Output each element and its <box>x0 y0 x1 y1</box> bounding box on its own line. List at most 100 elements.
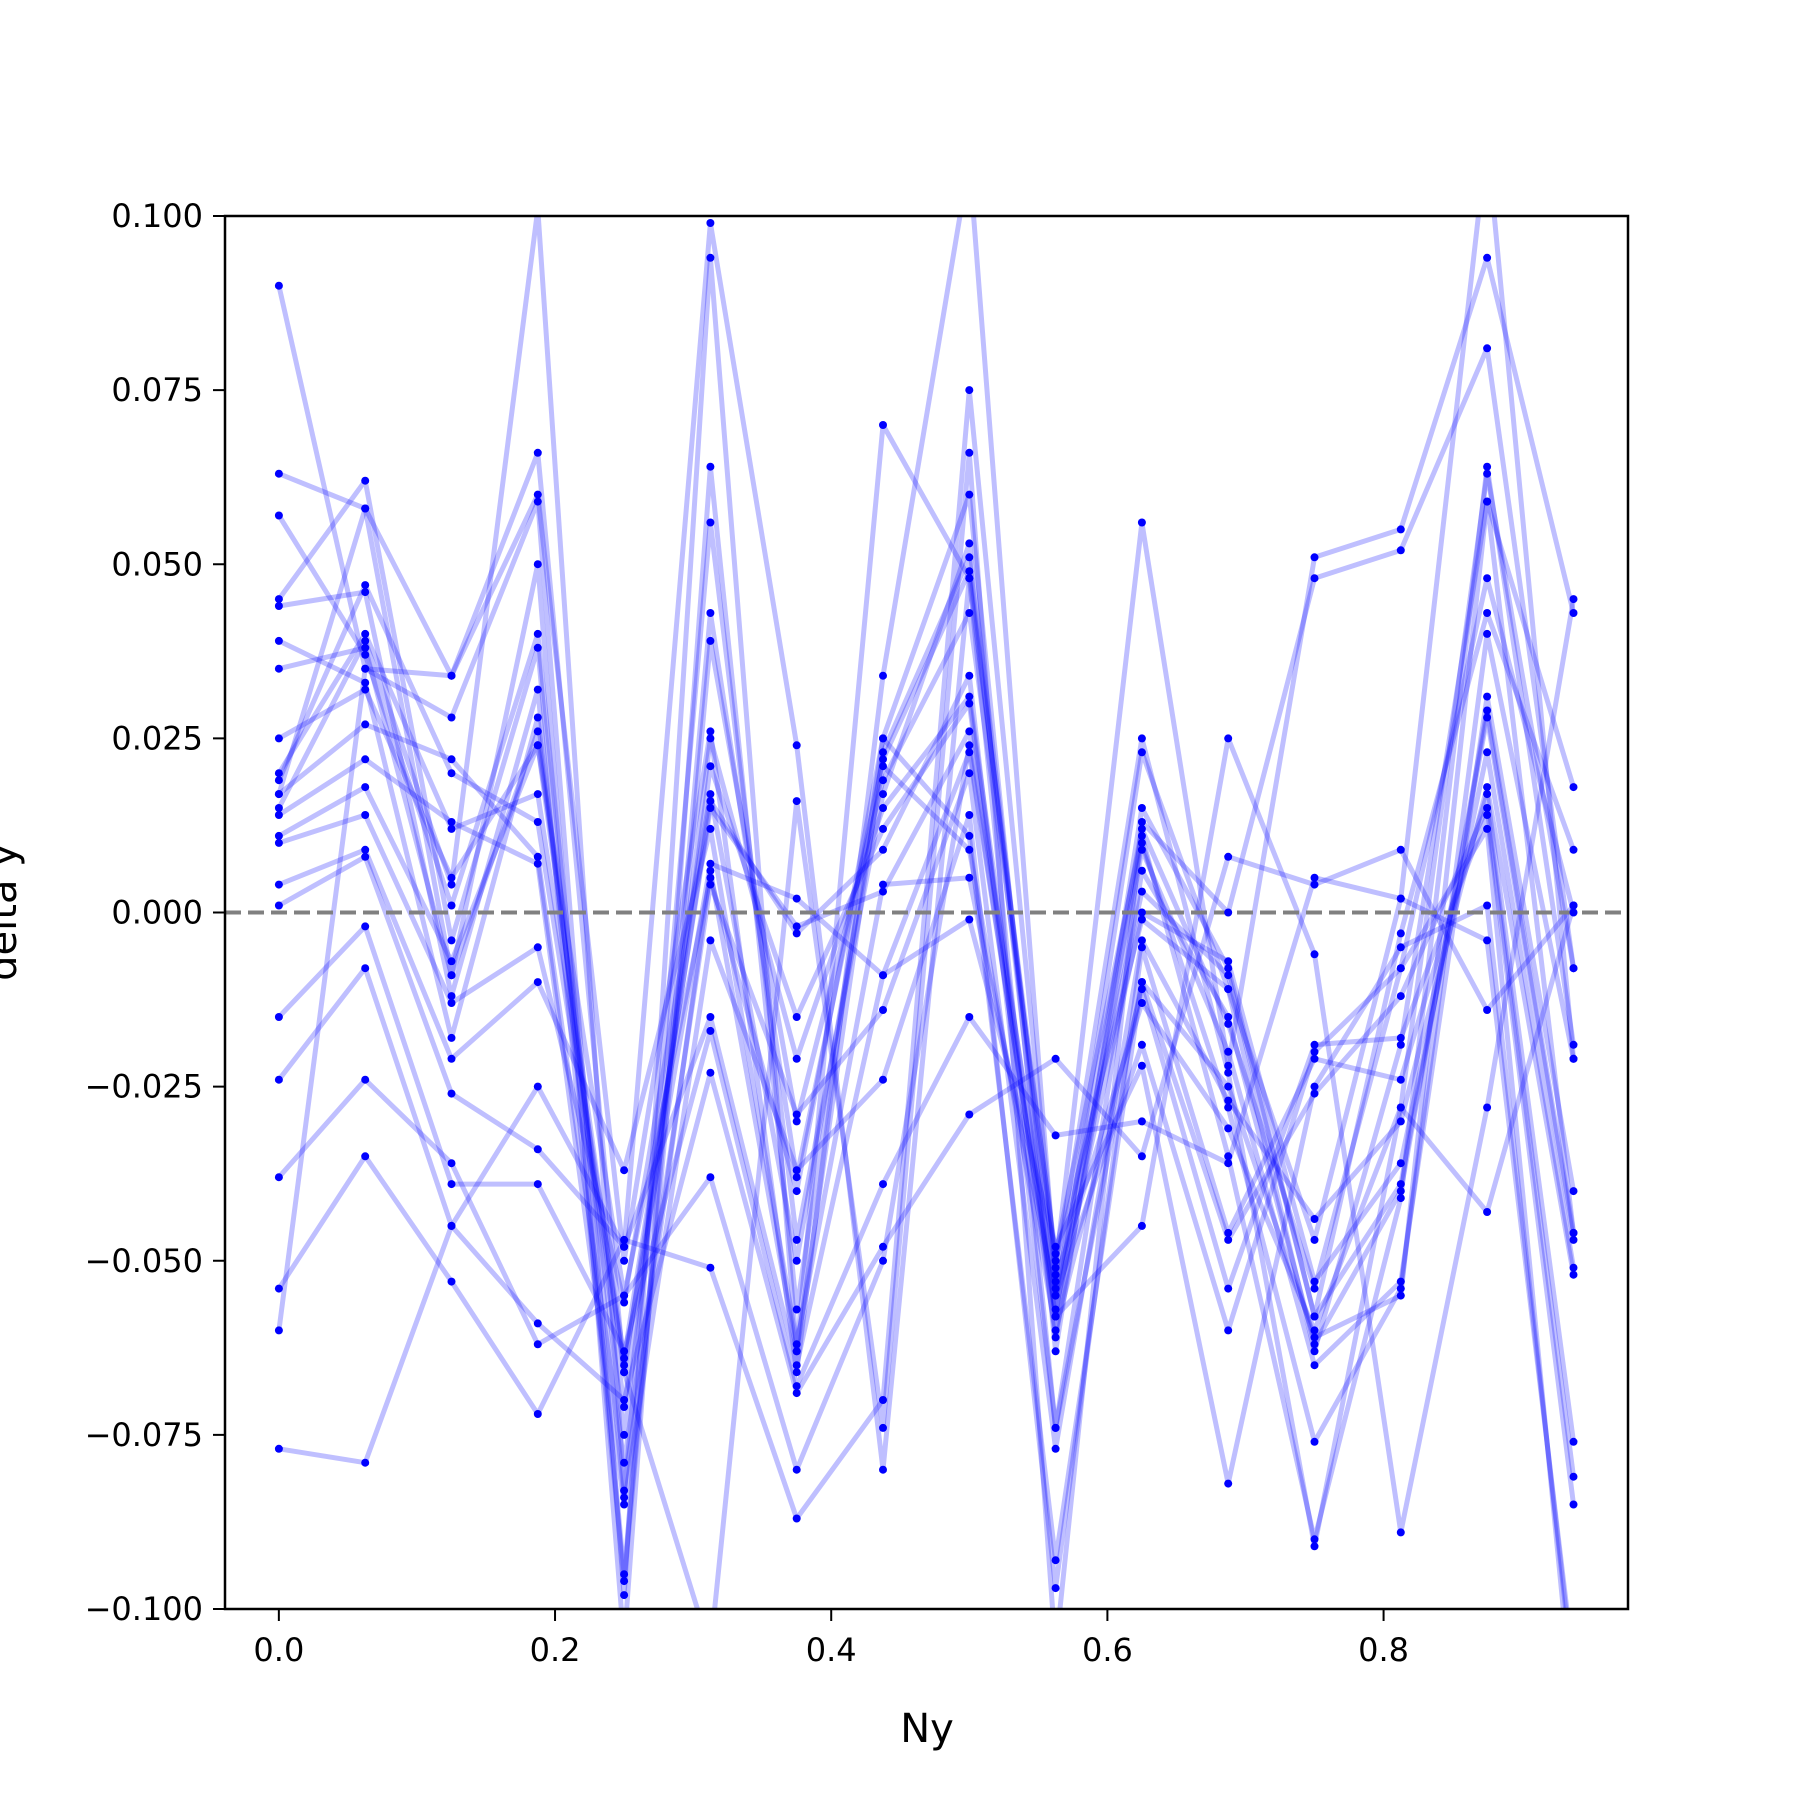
data-point <box>447 671 456 680</box>
data-point <box>1310 1284 1319 1293</box>
data-point <box>620 1396 629 1404</box>
series-line-3 <box>276 471 1576 1577</box>
data-point <box>533 818 542 826</box>
data-point <box>274 602 283 610</box>
data-point <box>1310 1054 1319 1063</box>
data-point <box>792 1235 801 1244</box>
data-point <box>361 476 370 485</box>
data-point <box>1396 1284 1405 1293</box>
data-point <box>274 1326 283 1335</box>
data-point <box>1137 1040 1146 1049</box>
series-line-16 <box>277 875 1570 1609</box>
data-point <box>274 880 283 889</box>
data-point <box>620 1298 629 1307</box>
data-point <box>447 713 456 722</box>
data-point <box>1396 1277 1405 1286</box>
data-point <box>620 1486 629 1495</box>
series-line-7 <box>277 673 1576 1431</box>
data-point <box>1051 1347 1060 1356</box>
data-point <box>965 386 974 395</box>
data-point <box>965 769 974 778</box>
data-point <box>1483 790 1492 799</box>
data-point <box>706 804 715 812</box>
data-point <box>1310 873 1319 882</box>
data-point <box>1483 824 1492 833</box>
data-point <box>620 1256 629 1265</box>
data-point <box>533 497 542 506</box>
data-point <box>706 1173 715 1182</box>
data-point <box>447 1089 456 1098</box>
data-point <box>1310 1340 1319 1349</box>
series-line-10 <box>277 721 1576 1466</box>
data-point <box>361 845 370 854</box>
data-point <box>1137 748 1146 757</box>
data-point <box>361 643 370 652</box>
data-point <box>1224 1326 1233 1335</box>
data-point <box>1137 908 1146 917</box>
data-point <box>274 1284 283 1293</box>
data-point <box>706 1013 715 1021</box>
data-point <box>1224 1068 1233 1077</box>
data-point <box>1483 1103 1492 1112</box>
data-point <box>965 831 974 840</box>
data-point <box>1396 525 1405 534</box>
y-tick-label: 0.100 <box>111 197 203 235</box>
data-point <box>792 797 801 806</box>
data-point <box>792 1347 801 1356</box>
data-point <box>1224 1096 1233 1105</box>
data-point <box>965 699 974 708</box>
data-point <box>965 553 974 562</box>
data-point <box>792 1361 801 1370</box>
series-line-12 <box>277 735 1576 1563</box>
data-point <box>447 957 456 966</box>
data-point <box>620 1403 629 1411</box>
data-point <box>361 629 370 638</box>
data-point <box>792 741 801 750</box>
y-axis-title: delta y <box>0 843 26 981</box>
data-point <box>361 1075 370 1084</box>
data-point <box>965 692 974 701</box>
data-point <box>1396 1117 1405 1126</box>
data-point <box>879 776 887 785</box>
data-point <box>274 664 283 673</box>
data-point <box>1483 713 1492 722</box>
data-point <box>274 1444 283 1453</box>
data-point <box>879 1465 887 1474</box>
data-point <box>1396 1187 1405 1196</box>
data-point <box>1310 1542 1319 1551</box>
data-point <box>361 811 370 819</box>
data-point <box>1569 783 1578 792</box>
data-point <box>1224 964 1233 973</box>
data-point <box>965 915 974 924</box>
data-point <box>533 859 542 868</box>
data-point <box>1224 734 1233 743</box>
data-point <box>1396 1194 1405 1203</box>
data-point <box>1137 1221 1146 1230</box>
data-point <box>1051 1305 1060 1314</box>
data-point <box>792 1465 801 1474</box>
data-point <box>1310 1361 1319 1370</box>
data-point <box>274 1075 283 1084</box>
data-point <box>1310 1215 1319 1223</box>
data-point <box>533 560 542 569</box>
data-point <box>447 992 456 1001</box>
data-point <box>879 804 887 812</box>
data-point <box>1224 1159 1233 1168</box>
x-tick-label: 0.6 <box>1082 1631 1133 1669</box>
data-point <box>1137 831 1146 840</box>
data-point <box>1137 804 1146 812</box>
data-point <box>620 1361 629 1370</box>
data-point <box>1310 1040 1319 1049</box>
data-point <box>706 1068 715 1077</box>
data-point <box>1483 629 1492 638</box>
data-point <box>1224 1103 1233 1112</box>
data-point <box>620 1493 629 1502</box>
data-point <box>1310 1347 1319 1356</box>
data-point <box>361 852 370 861</box>
data-point <box>533 1319 542 1328</box>
data-point <box>274 811 283 819</box>
data-point <box>447 818 456 826</box>
data-point <box>879 1423 887 1432</box>
data-point <box>1483 574 1492 583</box>
